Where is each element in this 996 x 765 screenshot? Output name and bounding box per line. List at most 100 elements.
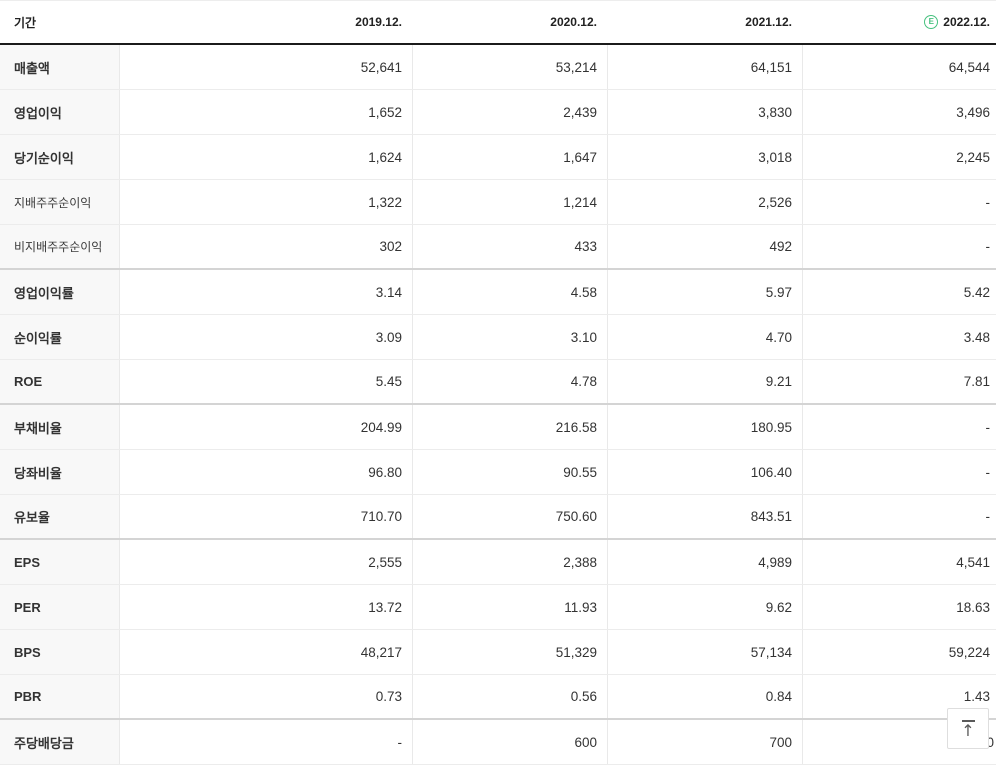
- cell-value: 13.72: [119, 585, 412, 629]
- cell-value: 600: [412, 720, 607, 764]
- cell-value: 4.70: [607, 315, 802, 359]
- cell-value: 492: [607, 225, 802, 268]
- row-label: 비지배주주순이익: [0, 225, 119, 268]
- cell-value: 106.40: [607, 450, 802, 494]
- cell-value: 57,134: [607, 630, 802, 674]
- row-label: 당기순이익: [0, 135, 119, 179]
- cell-value: 3,830: [607, 90, 802, 134]
- cell-value: 0.56: [412, 675, 607, 718]
- cell-value: 433: [412, 225, 607, 268]
- cell-value: 5.45: [119, 360, 412, 403]
- table-row: 당기순이익 1,624 1,647 3,018 2,245: [0, 135, 996, 180]
- scroll-top-bar-icon: [961, 719, 975, 722]
- table-row: 매출액 52,641 53,214 64,151 64,544: [0, 45, 996, 90]
- cell-value: 1,624: [119, 135, 412, 179]
- cell-value: 9.21: [607, 360, 802, 403]
- table-row: 영업이익률 3.14 4.58 5.97 5.42: [0, 270, 996, 315]
- table-row: 주당배당금 - 600 700 0: [0, 720, 996, 765]
- estimate-badge-icon: E: [924, 15, 939, 29]
- row-label: 순이익률: [0, 315, 119, 359]
- cell-value: 7.81: [802, 360, 996, 403]
- cell-value: 1.43: [802, 675, 996, 718]
- cell-value: 90.55: [412, 450, 607, 494]
- table-row: ROE 5.45 4.78 9.21 7.81: [0, 360, 996, 405]
- cell-value: 59,224: [802, 630, 996, 674]
- col-header-2019: 2019.12.: [119, 1, 412, 43]
- cell-value: 2,439: [412, 90, 607, 134]
- row-label: ROE: [0, 360, 119, 403]
- row-label: 지배주주순이익: [0, 180, 119, 224]
- cell-value: 750.60: [412, 495, 607, 538]
- row-label: 영업이익률: [0, 270, 119, 314]
- cell-value: 52,641: [119, 45, 412, 89]
- table-row: BPS 48,217 51,329 57,134 59,224: [0, 630, 996, 675]
- cell-value: -: [802, 180, 996, 224]
- row-label: 유보율: [0, 495, 119, 538]
- table-row: 영업이익 1,652 2,439 3,830 3,496: [0, 90, 996, 135]
- cell-value: 3.10: [412, 315, 607, 359]
- cell-value: 3.48: [802, 315, 996, 359]
- row-label: BPS: [0, 630, 119, 674]
- cell-value: 2,245: [802, 135, 996, 179]
- cell-value: 843.51: [607, 495, 802, 538]
- cell-value: 4,989: [607, 540, 802, 584]
- row-label: 영업이익: [0, 90, 119, 134]
- cell-value: 1,214: [412, 180, 607, 224]
- cell-value: 3.09: [119, 315, 412, 359]
- cell-value: 11.93: [412, 585, 607, 629]
- table-row: 부채비율 204.99 216.58 180.95 -: [0, 405, 996, 450]
- period-header: 기간: [0, 1, 119, 43]
- table-header-row: 기간 2019.12. 2020.12. 2021.12. E 2022.12.: [0, 1, 996, 45]
- cell-value: 2,555: [119, 540, 412, 584]
- cell-value: 53,214: [412, 45, 607, 89]
- up-arrow-icon: ↑: [961, 720, 975, 740]
- row-label: PER: [0, 585, 119, 629]
- row-label: 당좌비율: [0, 450, 119, 494]
- cell-value: 96.80: [119, 450, 412, 494]
- cell-value: 710.70: [119, 495, 412, 538]
- cell-value: 5.42: [802, 270, 996, 314]
- cell-value: 64,151: [607, 45, 802, 89]
- cell-value: 302: [119, 225, 412, 268]
- cell-value: -: [802, 450, 996, 494]
- cell-value: 3.14: [119, 270, 412, 314]
- cell-value: 700: [607, 720, 802, 764]
- cell-value: 1,647: [412, 135, 607, 179]
- table-row: PER 13.72 11.93 9.62 18.63: [0, 585, 996, 630]
- table-row: 당좌비율 96.80 90.55 106.40 -: [0, 450, 996, 495]
- cell-value: 5.97: [607, 270, 802, 314]
- table-row: 지배주주순이익 1,322 1,214 2,526 -: [0, 180, 996, 225]
- cell-value: 4.58: [412, 270, 607, 314]
- cell-value: 0.73: [119, 675, 412, 718]
- cell-value: 51,329: [412, 630, 607, 674]
- cell-value: 204.99: [119, 405, 412, 449]
- cell-value: 216.58: [412, 405, 607, 449]
- col-header-2022-label: 2022.12.: [943, 15, 990, 29]
- cell-value: 4.78: [412, 360, 607, 403]
- cell-value: -: [119, 720, 412, 764]
- table-row: EPS 2,555 2,388 4,989 4,541: [0, 540, 996, 585]
- col-header-2022: E 2022.12.: [802, 1, 996, 43]
- row-label: 주당배당금: [0, 720, 119, 764]
- cell-value: 2,388: [412, 540, 607, 584]
- row-label: 부채비율: [0, 405, 119, 449]
- cell-value: 1,652: [119, 90, 412, 134]
- cell-value: -: [802, 405, 996, 449]
- row-label: 매출액: [0, 45, 119, 89]
- cell-value: 3,018: [607, 135, 802, 179]
- cell-value: 2,526: [607, 180, 802, 224]
- table-row: 유보율 710.70 750.60 843.51 -: [0, 495, 996, 540]
- col-header-2021: 2021.12.: [607, 1, 802, 43]
- col-header-2020: 2020.12.: [412, 1, 607, 43]
- cell-value: 180.95: [607, 405, 802, 449]
- table-row: 비지배주주순이익 302 433 492 -: [0, 225, 996, 270]
- row-label: EPS: [0, 540, 119, 584]
- table-row: PBR 0.73 0.56 0.84 1.43: [0, 675, 996, 720]
- cell-value: -: [802, 495, 996, 538]
- cell-value: 18.63: [802, 585, 996, 629]
- cell-value: 4,541: [802, 540, 996, 584]
- scroll-to-top-button[interactable]: ↑: [947, 708, 989, 749]
- cell-value: 9.62: [607, 585, 802, 629]
- table-row: 순이익률 3.09 3.10 4.70 3.48: [0, 315, 996, 360]
